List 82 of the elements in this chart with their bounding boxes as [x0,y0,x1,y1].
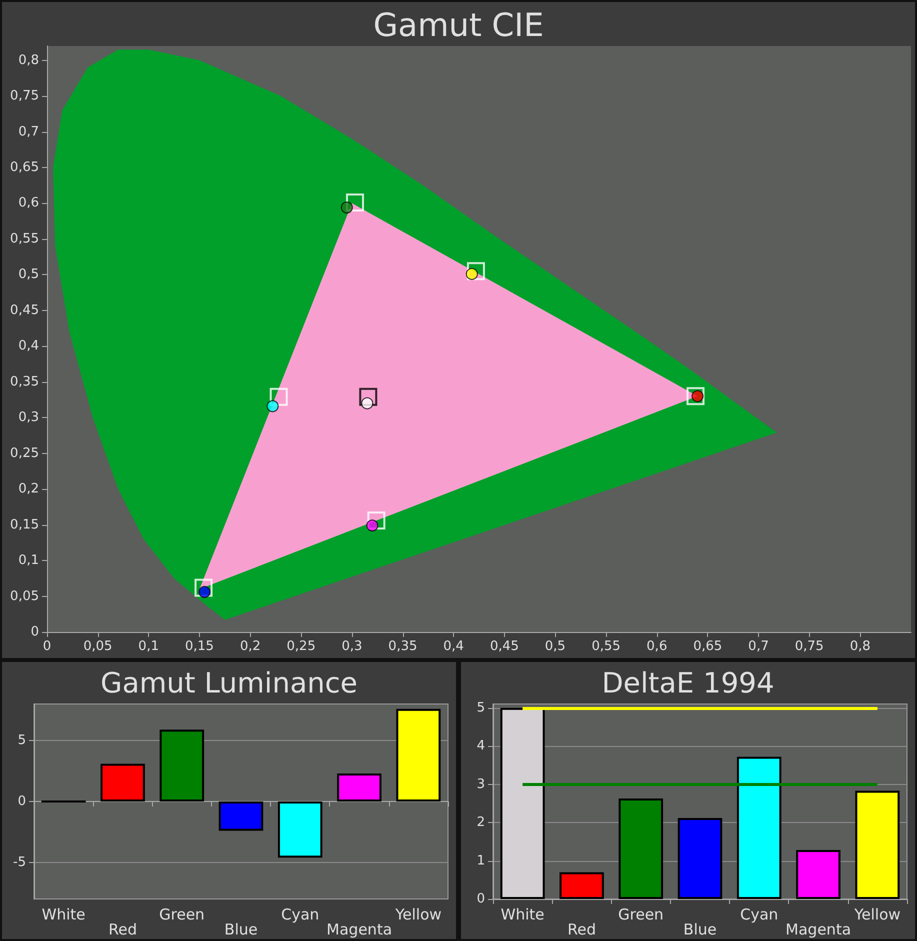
bar [500,708,545,899]
point [359,388,378,406]
x-tick-label: Yellow [853,906,901,924]
y-tick-label: 0 [30,624,39,640]
point [340,202,353,214]
x-tick-label: 0 [42,639,52,654]
x-tick-label: 0,05 [83,639,112,654]
x-tick-label: 0,4 [443,639,464,654]
bar [278,802,322,858]
x-tick-label: 0,55 [592,639,621,654]
y-tick-label: 0,35 [10,374,39,390]
point [367,512,386,530]
x-tick-label: Magenta [326,920,392,938]
bar [100,764,145,802]
bar [796,850,840,899]
chart-title: Gamut CIE [373,6,544,44]
bar [618,798,664,899]
y-tick-label: 3 [476,776,485,792]
chart-title: DeltaE 1994 [602,666,774,700]
bar [160,730,204,802]
x-tick-label: Red [108,920,137,938]
y-tick-label: -5 [13,854,26,870]
y-tick-label: 0,55 [10,231,39,246]
x-tick-label: Blue [683,920,717,938]
point [270,388,288,406]
y-tick-label: 4 [476,738,485,754]
x-tick-label: 0,2 [240,639,261,654]
y-tick-label: 0,2 [18,482,39,497]
y-tick-label: 2 [476,815,485,830]
x-tick-label: Yellow [394,906,442,924]
x-tick-label: Cyan [281,906,320,924]
bar [560,872,604,899]
y-tick-label: 0,8 [18,52,39,68]
x-tick-label: 0,75 [794,639,824,654]
x-tick-label: Cyan [740,906,778,924]
x-tick-label: 0,65 [693,639,722,654]
x-tick-label: 0,5 [544,639,566,654]
x-tick-label: Green [159,906,205,924]
bar [736,756,782,899]
point [266,400,279,412]
point [194,578,213,597]
y-tick-label: 0,05 [10,588,39,604]
point [686,387,705,406]
bar [337,773,382,802]
y-tick-label: 5 [476,700,485,716]
x-tick-label: 0,35 [388,639,418,654]
y-tick-label: 0,6 [18,196,39,211]
x-tick-label: Red [567,920,596,938]
y-tick-label: 0,45 [10,302,39,318]
x-tick-label: White [42,906,86,924]
y-tick-label: 0 [18,794,26,809]
x-tick-label: 0,7 [748,639,769,654]
point [346,194,364,212]
x-tick-label: Green [618,906,664,924]
x-tick-label: 0,8 [850,639,871,654]
y-tick-label: 1 [476,853,485,868]
y-tick-label: 0,7 [18,124,39,140]
bar [678,818,722,899]
y-tick-label: 0,4 [18,338,39,354]
y-tick-label: 0,75 [10,88,39,104]
y-tick-label: 0,25 [10,446,39,461]
y-tick-label: 0,1 [18,553,39,568]
bar [218,802,264,831]
x-tick-label: 0,1 [138,639,159,654]
x-tick-label: Magenta [786,920,852,938]
y-tick-label: 5 [18,733,26,748]
x-tick-label: 0,3 [342,639,362,654]
bar [396,708,441,802]
y-tick-label: 0,65 [10,160,39,175]
y-tick-label: 0,15 [10,517,39,532]
x-tick-label: 0,45 [490,639,519,654]
chart-title: Gamut Luminance [100,666,358,700]
x-tick-label: White [500,906,544,924]
point [466,262,485,280]
y-tick-label: 0 [476,892,485,906]
y-tick-label: 0,5 [18,267,39,282]
x-tick-label: 0,25 [286,639,316,654]
y-tick-label: 0,3 [18,410,39,426]
x-tick-label: 0,6 [646,639,668,654]
x-tick-label: Blue [224,920,258,938]
bar [855,790,900,899]
x-tick-label: 0,15 [184,639,214,654]
